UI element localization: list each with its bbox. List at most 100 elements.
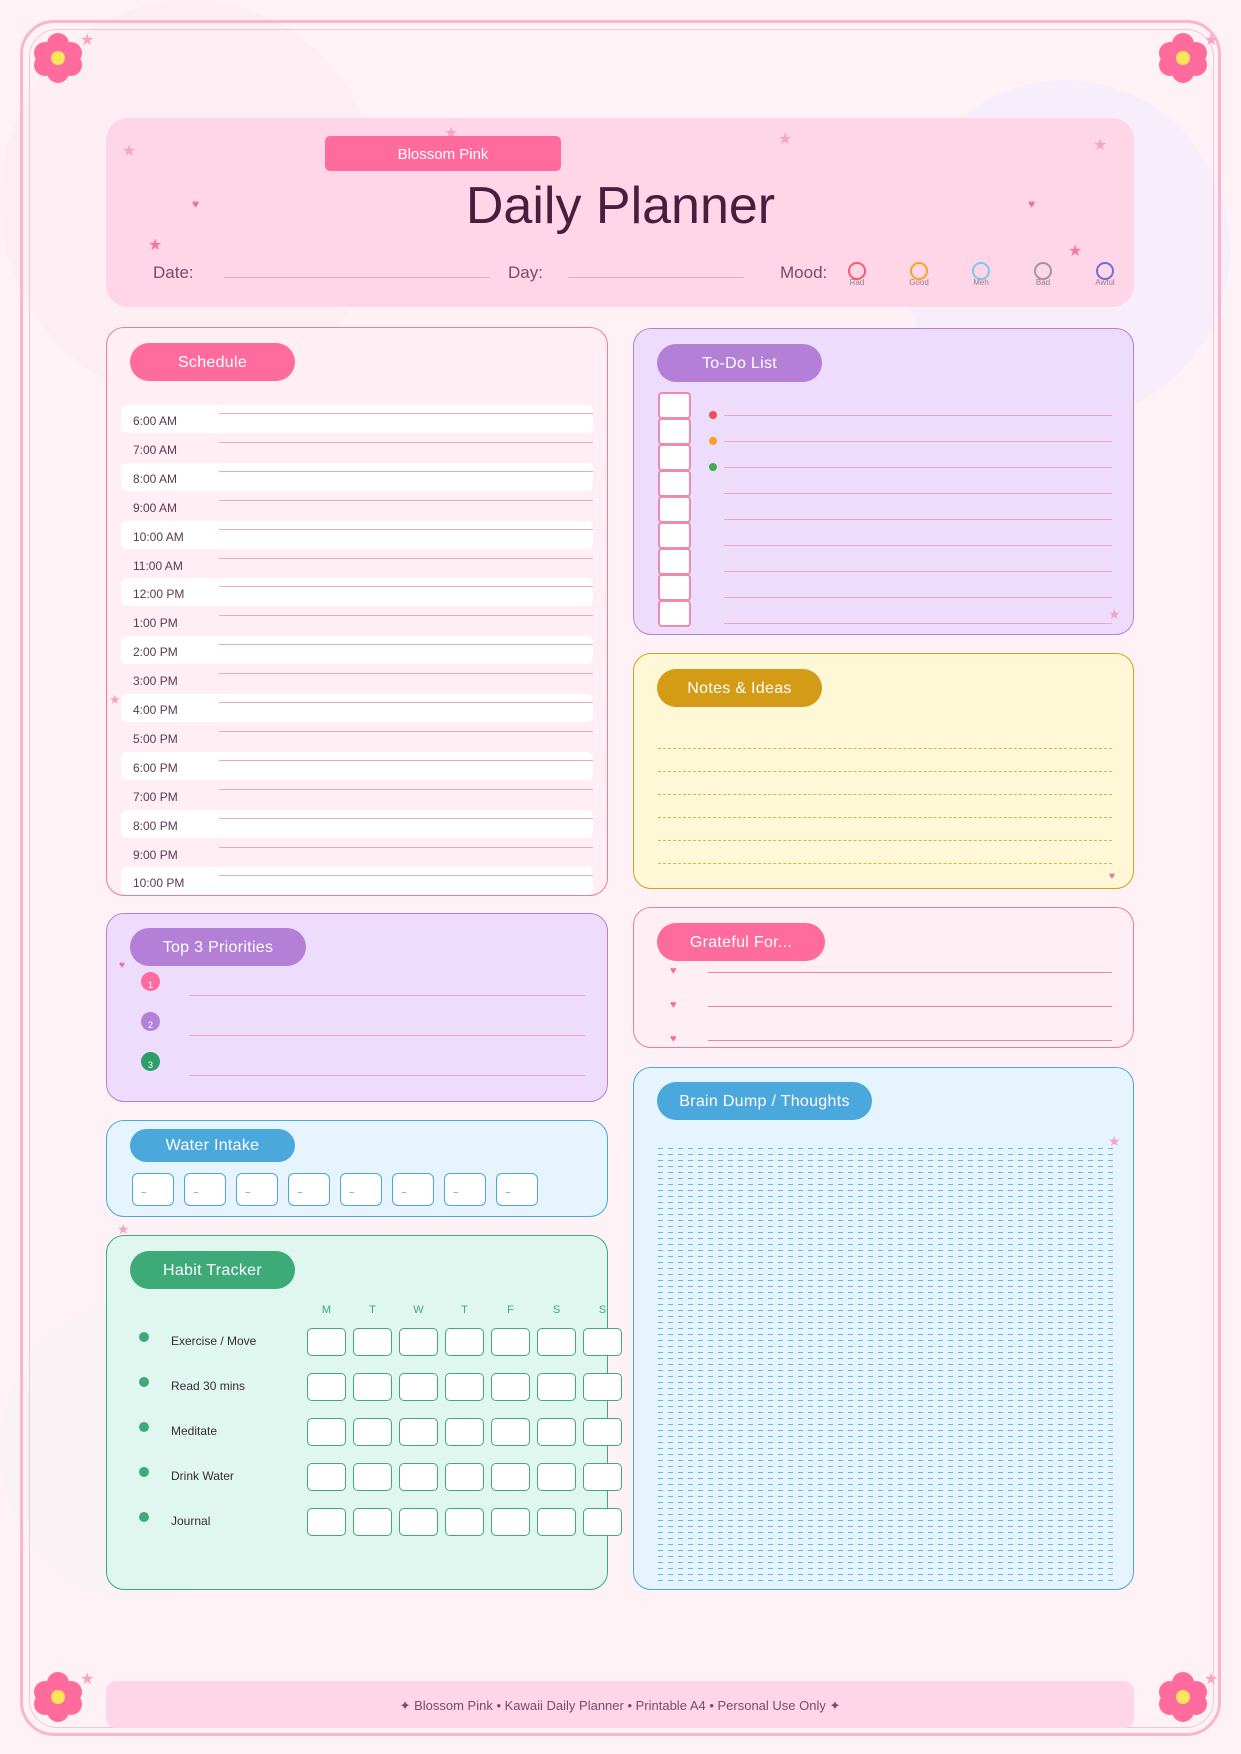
schedule-time: 5:00 PM bbox=[133, 731, 178, 746]
mood-label: Meh bbox=[973, 278, 989, 287]
water-glass-checkbox[interactable]: ~ bbox=[184, 1173, 226, 1206]
schedule-row[interactable]: 10:00 AM bbox=[121, 520, 593, 549]
schedule-row[interactable]: 9:00 PM bbox=[121, 839, 593, 867]
mood-option-meh[interactable]: Meh bbox=[961, 262, 1001, 287]
habit-checkbox[interactable] bbox=[445, 1418, 484, 1446]
habit-checkbox[interactable] bbox=[491, 1328, 530, 1356]
schedule-row[interactable]: 7:00 PM bbox=[121, 781, 593, 809]
habit-checkbox[interactable] bbox=[491, 1508, 530, 1536]
priority-line[interactable] bbox=[189, 995, 585, 996]
notes-line[interactable] bbox=[658, 840, 1112, 841]
habit-checkbox[interactable] bbox=[537, 1418, 576, 1446]
todo-checkbox[interactable] bbox=[658, 444, 691, 471]
mood-option-bad[interactable]: Bad bbox=[1023, 262, 1063, 287]
schedule-row[interactable]: 8:00 PM bbox=[121, 809, 593, 838]
todo-checkbox[interactable] bbox=[658, 470, 691, 497]
schedule-row[interactable]: 8:00 AM bbox=[121, 462, 593, 491]
habit-checkbox[interactable] bbox=[399, 1508, 438, 1536]
habit-checkbox[interactable] bbox=[583, 1508, 622, 1536]
schedule-row[interactable]: 3:00 PM bbox=[121, 665, 593, 693]
water-glass-checkbox[interactable]: ~ bbox=[496, 1173, 538, 1206]
habit-checkbox[interactable] bbox=[537, 1328, 576, 1356]
habit-checkbox[interactable] bbox=[491, 1373, 530, 1401]
habit-checkbox[interactable] bbox=[537, 1373, 576, 1401]
water-glass-checkbox[interactable]: ~ bbox=[392, 1173, 434, 1206]
habit-checkbox[interactable] bbox=[399, 1328, 438, 1356]
habit-checkbox[interactable] bbox=[491, 1463, 530, 1491]
schedule-row[interactable]: 4:00 PM bbox=[121, 694, 593, 722]
todo-checkbox[interactable] bbox=[658, 574, 691, 601]
habit-checkbox[interactable] bbox=[399, 1373, 438, 1401]
schedule-row[interactable]: 10:00 PM bbox=[121, 867, 593, 896]
schedule-row[interactable]: 6:00 PM bbox=[121, 751, 593, 780]
schedule-row[interactable]: 7:00 AM bbox=[121, 434, 593, 462]
schedule-row[interactable]: 9:00 AM bbox=[121, 492, 593, 520]
water-glass-checkbox[interactable]: ~ bbox=[132, 1173, 174, 1206]
habit-checkbox[interactable] bbox=[307, 1463, 346, 1491]
todo-line[interactable] bbox=[724, 545, 1112, 546]
mood-option-good[interactable]: Good bbox=[899, 262, 939, 287]
todo-checkbox[interactable] bbox=[658, 522, 691, 549]
schedule-row[interactable]: 2:00 PM bbox=[121, 636, 593, 665]
todo-line[interactable] bbox=[724, 441, 1112, 442]
habit-checkbox[interactable] bbox=[445, 1508, 484, 1536]
habit-checkbox[interactable] bbox=[445, 1373, 484, 1401]
todo-line[interactable] bbox=[724, 519, 1112, 520]
notes-line[interactable] bbox=[658, 794, 1112, 795]
mood-option-rad[interactable]: Rad bbox=[837, 262, 877, 287]
schedule-row[interactable]: 11:00 AM bbox=[121, 550, 593, 578]
habit-checkbox[interactable] bbox=[583, 1418, 622, 1446]
notes-line[interactable] bbox=[658, 748, 1112, 749]
notes-line[interactable] bbox=[658, 817, 1112, 818]
todo-line[interactable] bbox=[724, 467, 1112, 468]
schedule-row[interactable]: 12:00 PM bbox=[121, 578, 593, 607]
notes-line[interactable] bbox=[658, 771, 1112, 772]
habit-checkbox[interactable] bbox=[583, 1463, 622, 1491]
todo-line[interactable] bbox=[724, 493, 1112, 494]
water-glass-checkbox[interactable]: ~ bbox=[288, 1173, 330, 1206]
schedule-row[interactable]: 6:00 AM bbox=[121, 405, 593, 433]
todo-checkbox[interactable] bbox=[658, 600, 691, 627]
habit-checkbox[interactable] bbox=[307, 1508, 346, 1536]
habit-checkbox[interactable] bbox=[307, 1418, 346, 1446]
brain-dump-writing-area[interactable] bbox=[658, 1148, 1114, 1582]
habit-checkbox[interactable] bbox=[537, 1508, 576, 1536]
notes-line[interactable] bbox=[658, 863, 1112, 864]
habit-checkbox[interactable] bbox=[353, 1418, 392, 1446]
todo-checkbox[interactable] bbox=[658, 496, 691, 523]
habit-checkbox[interactable] bbox=[307, 1328, 346, 1356]
day-field[interactable] bbox=[568, 277, 744, 278]
grateful-line[interactable] bbox=[708, 972, 1112, 973]
schedule-row[interactable]: 5:00 PM bbox=[121, 723, 593, 751]
habit-checkbox[interactable] bbox=[445, 1463, 484, 1491]
habit-checkbox[interactable] bbox=[399, 1418, 438, 1446]
habit-checkbox[interactable] bbox=[399, 1463, 438, 1491]
todo-checkbox[interactable] bbox=[658, 548, 691, 575]
date-field[interactable] bbox=[224, 277, 490, 278]
todo-line[interactable] bbox=[724, 623, 1112, 624]
habit-checkbox[interactable] bbox=[353, 1508, 392, 1536]
habit-checkbox[interactable] bbox=[353, 1463, 392, 1491]
todo-line[interactable] bbox=[724, 571, 1112, 572]
priority-line[interactable] bbox=[189, 1035, 585, 1036]
grateful-line[interactable] bbox=[708, 1006, 1112, 1007]
habit-checkbox[interactable] bbox=[537, 1463, 576, 1491]
habit-checkbox[interactable] bbox=[353, 1373, 392, 1401]
todo-checkbox[interactable] bbox=[658, 418, 691, 445]
water-glass-checkbox[interactable]: ~ bbox=[444, 1173, 486, 1206]
water-glass-checkbox[interactable]: ~ bbox=[340, 1173, 382, 1206]
todo-line[interactable] bbox=[724, 597, 1112, 598]
priority-line[interactable] bbox=[189, 1075, 585, 1076]
habit-checkbox[interactable] bbox=[445, 1328, 484, 1356]
habit-checkbox[interactable] bbox=[583, 1373, 622, 1401]
habit-checkbox[interactable] bbox=[353, 1328, 392, 1356]
schedule-row[interactable]: 1:00 PM bbox=[121, 607, 593, 635]
grateful-line[interactable] bbox=[708, 1040, 1112, 1041]
water-glass-checkbox[interactable]: ~ bbox=[236, 1173, 278, 1206]
habit-checkbox[interactable] bbox=[583, 1328, 622, 1356]
todo-checkbox[interactable] bbox=[658, 392, 691, 419]
habit-checkbox[interactable] bbox=[307, 1373, 346, 1401]
habit-checkbox[interactable] bbox=[491, 1418, 530, 1446]
mood-option-awful[interactable]: Awful bbox=[1085, 262, 1125, 287]
todo-line[interactable] bbox=[724, 415, 1112, 416]
